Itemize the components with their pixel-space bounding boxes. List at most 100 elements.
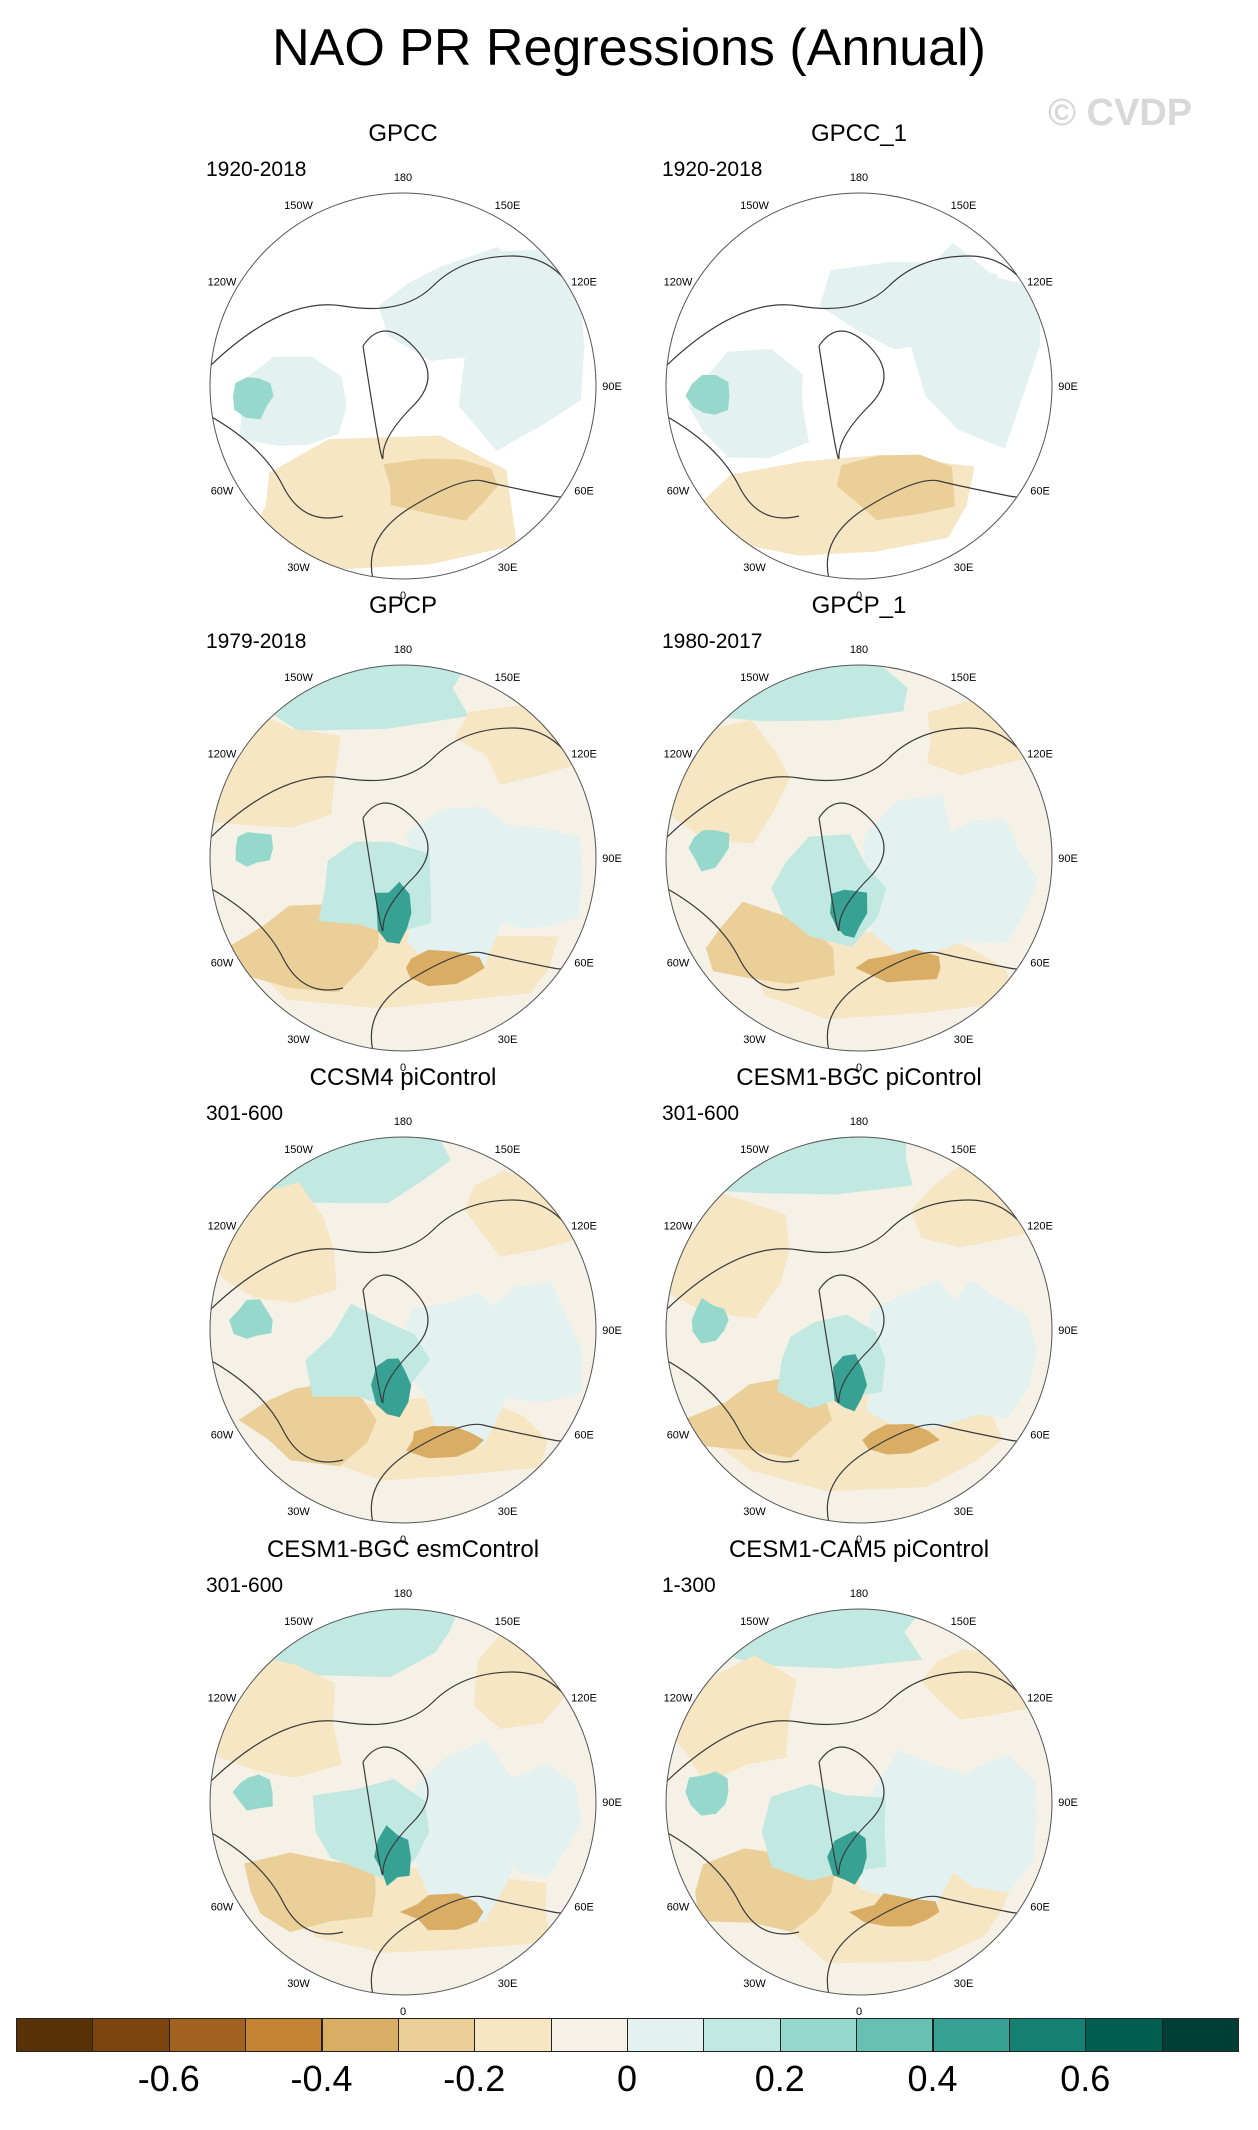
longitude-label: 0 [400, 1534, 406, 1546]
colorbar-cell [550, 2018, 628, 2052]
panel-years: 1979-2018 [206, 630, 307, 653]
panel-years: 301-600 [206, 1102, 284, 1125]
anomaly-patch [407, 1739, 518, 1922]
longitude-label: 30E [498, 1506, 518, 1518]
longitude-label: 30W [743, 1506, 766, 1518]
polar-map: 180150E120E90E60E30E030W60W90W120W150W [208, 644, 622, 1074]
longitude-label: 150E [495, 1616, 521, 1628]
coastline [818, 1746, 885, 1876]
longitude-label: 150W [740, 1144, 769, 1156]
longitude-label: 120E [1027, 749, 1053, 761]
colorbar-cell [1008, 2018, 1087, 2052]
panel-title: GPCP_1 [811, 592, 907, 619]
longitude-label: 60E [1030, 1902, 1050, 1914]
map-panel: GPCC_1 1920-2018 180 150E 120E 90E 60E 30E 0 30W 6… [662, 120, 1242, 602]
polar-map: 180150E120E90E60E30E030W60W90W120W150W [664, 1116, 1078, 1546]
longitude-label: 120E [1027, 1693, 1053, 1705]
longitude-label: 120W [664, 277, 693, 289]
colorbar-cell [856, 2018, 934, 2052]
colorbar-tick-label: -0.2 [443, 2058, 506, 2099]
longitude-label: 150W [284, 1144, 313, 1156]
anomaly-patch [475, 1281, 582, 1403]
anomaly-patch [691, 1298, 729, 1344]
colorbar-tick-label: 0 [616, 2058, 638, 2099]
coastline [666, 415, 800, 519]
longitude-label: 90E [1058, 381, 1078, 393]
coastlines [210, 255, 596, 579]
longitude-label: 60E [574, 958, 594, 970]
anomaly-patch [406, 949, 485, 987]
longitude-label: 30W [287, 1978, 310, 1990]
anomaly-patch [235, 832, 273, 867]
longitude-label: 0 [856, 1534, 862, 1546]
map-boundary [209, 1608, 597, 1996]
colorbar-cell [245, 2018, 323, 2052]
colorbar [16, 2018, 1239, 2054]
longitude-label: 150W [284, 200, 313, 212]
anomaly-patch [706, 901, 835, 984]
panel-title: CCSM4 piControl [309, 1064, 497, 1091]
longitude-label: 60E [1030, 1430, 1050, 1442]
coastline [666, 887, 800, 991]
longitude-label: 60E [1030, 958, 1050, 970]
anomaly-patch [371, 1358, 412, 1418]
map-boundary [209, 664, 597, 1052]
anomaly-patch [685, 1771, 729, 1816]
longitude-label: 30W [743, 562, 766, 574]
map-panel: CESM1-BGC piControl 301-600 180 150E 120E 90E… [662, 1064, 1242, 1546]
colorbar-cell [1085, 2018, 1163, 2052]
longitude-label: 150E [951, 1616, 977, 1628]
anomaly-patch [233, 377, 274, 420]
anomaly-patch [221, 1609, 461, 1677]
map-panel: CESM1-BGC esmControl 301-600 180 150E 120E 90… [206, 1536, 786, 2018]
longitude-label: 60W [667, 958, 690, 970]
longitude-label: 90E [602, 853, 622, 865]
map-boundary [665, 1608, 1053, 1996]
longitude-label: 30W [743, 1034, 766, 1046]
coastline [666, 255, 1043, 367]
panel-title: GPCP [368, 592, 437, 619]
longitude-label: 180 [850, 1116, 868, 1128]
longitude-label: 0 [856, 590, 862, 602]
colorbar-cell [1161, 2018, 1239, 2052]
anomaly-patch [669, 719, 791, 844]
longitude-label: 150E [495, 200, 521, 212]
colorbar-tick-label: -0.4 [290, 2058, 353, 2099]
coastline [666, 1199, 1043, 1311]
anomaly-patch [819, 261, 1005, 350]
polar-map: 180150E120E90E60E30E030W60W90W120W150W [664, 172, 1078, 602]
longitude-label: 120E [571, 1693, 597, 1705]
longitude-label: 0 [400, 590, 406, 602]
panel-title: GPCC [368, 120, 438, 147]
coastline [818, 1274, 885, 1404]
coastline [210, 727, 587, 839]
coastline [362, 330, 429, 460]
anomaly-patch [210, 706, 341, 828]
longitude-label: 30E [498, 1978, 518, 1990]
anomaly-patch [378, 247, 550, 361]
longitude-label: 0 [856, 2006, 862, 2018]
longitude-label: 120W [208, 1221, 237, 1233]
longitude-label: 150E [951, 1144, 977, 1156]
anomaly-patch [939, 819, 1038, 943]
longitude-label: 0 [856, 1062, 862, 1074]
longitude-label: 120W [208, 1693, 237, 1705]
colorbar-cell [16, 2018, 94, 2052]
colorbar-cell [321, 2018, 399, 2052]
longitude-label: 90E [1058, 853, 1078, 865]
longitude-label: 30E [954, 1034, 974, 1046]
anomaly-patch [836, 454, 955, 520]
panel-title: CESM1-BGC piControl [736, 1064, 982, 1091]
map-boundary [209, 192, 597, 580]
longitude-label: 60W [211, 958, 234, 970]
panel-title: GPCC_1 [810, 120, 908, 147]
longitude-label: 60W [211, 1902, 234, 1914]
anomaly-patch [678, 1609, 928, 1669]
longitude-label: 30W [287, 562, 310, 574]
anomaly-patch [210, 665, 472, 731]
coastline [210, 1671, 587, 1783]
longitude-label: 120W [664, 1693, 693, 1705]
anomaly-patch [666, 1137, 913, 1195]
colorbar-cell [474, 2018, 552, 2052]
longitude-label: 60W [211, 1430, 234, 1442]
